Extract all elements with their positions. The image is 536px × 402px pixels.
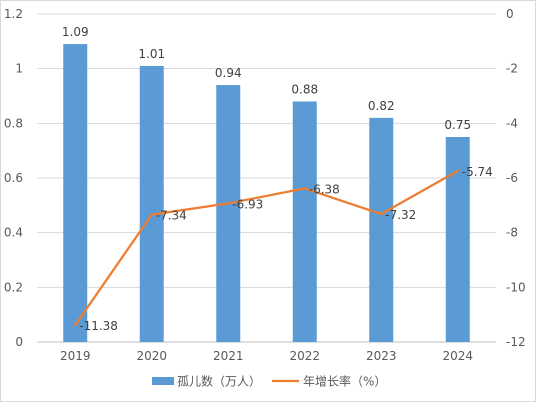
category-tick-label: 2020 xyxy=(136,349,167,363)
line-data-label: -6.38 xyxy=(309,182,340,196)
legend: 孤儿数（万人） 年增长率（%） xyxy=(152,374,386,389)
line-data-label: -5.74 xyxy=(462,165,493,179)
line-data-label: -7.32 xyxy=(385,208,416,222)
bar xyxy=(139,65,164,342)
line-point xyxy=(303,187,306,190)
bar-series: 1.09 1.01 0.94 0.88 0.82 0.75 xyxy=(62,25,471,343)
bar xyxy=(63,44,88,343)
gridlines xyxy=(37,13,496,343)
bar xyxy=(292,101,317,342)
left-tick-label: 0.4 xyxy=(4,226,23,240)
bar-data-label: 0.94 xyxy=(215,66,242,80)
left-tick-label: 0.6 xyxy=(4,171,23,185)
line-data-label: -6.93 xyxy=(232,197,263,211)
category-tick-label: 2021 xyxy=(213,349,244,363)
left-tick-label: 0.8 xyxy=(4,116,23,130)
right-tick-label: -8 xyxy=(506,226,518,240)
right-tick-label: -4 xyxy=(506,116,518,130)
bar-data-label: 1.01 xyxy=(138,47,165,61)
category-tick-label: 2022 xyxy=(289,349,320,363)
left-tick-label: 1 xyxy=(15,62,23,76)
left-tick-label: 0 xyxy=(15,335,23,349)
category-axis-ticks: 2019 2020 2021 2022 2023 2024 xyxy=(60,349,473,363)
line-data-label: -7.34 xyxy=(156,209,187,223)
legend-label-bar: 孤儿数（万人） xyxy=(177,374,261,389)
bar-data-label: 0.75 xyxy=(444,118,471,132)
bar-data-label: 1.09 xyxy=(62,25,89,39)
right-tick-label: -2 xyxy=(506,62,518,76)
right-tick-label: -12 xyxy=(506,335,526,349)
left-tick-label: 0.2 xyxy=(4,280,23,294)
line-point xyxy=(74,323,77,327)
left-tick-label: 1.2 xyxy=(4,7,23,21)
right-axis-ticks: -12 -10 -8 -6 -4 -2 0 xyxy=(506,7,526,349)
line-point xyxy=(150,213,153,216)
bar xyxy=(369,117,394,342)
growth-rate-line xyxy=(74,169,459,327)
right-tick-label: -6 xyxy=(506,171,518,185)
line-point xyxy=(227,202,230,205)
bar-data-label: 0.88 xyxy=(291,82,318,96)
right-tick-label: -10 xyxy=(506,280,526,294)
line-point xyxy=(456,169,459,173)
line-point xyxy=(380,212,383,216)
category-tick-label: 2019 xyxy=(60,349,91,363)
category-tick-label: 2024 xyxy=(442,349,473,363)
bar xyxy=(216,85,241,343)
category-tick-label: 2023 xyxy=(366,349,397,363)
bar-data-label: 0.82 xyxy=(368,99,395,113)
line-series: -11.38 -7.34 -6.93 -6.38 -7.32 -5.74 xyxy=(74,165,493,333)
legend-label-line: 年增长率（%） xyxy=(303,374,386,389)
left-axis-ticks: 0 0.2 0.4 0.6 0.8 1 1.2 xyxy=(4,7,23,349)
legend-swatch-bar xyxy=(152,377,174,385)
line-data-label: -11.38 xyxy=(79,319,118,333)
right-tick-label: 0 xyxy=(506,7,514,21)
